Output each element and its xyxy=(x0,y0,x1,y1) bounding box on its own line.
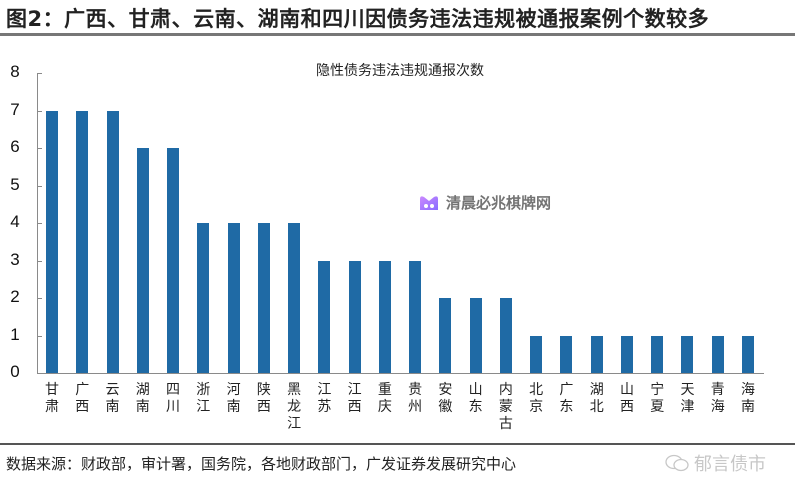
bar xyxy=(742,335,754,373)
x-axis xyxy=(37,373,764,374)
bar xyxy=(620,335,633,373)
bottom-divider xyxy=(0,443,795,445)
x-tick-label: 黑龙江 xyxy=(287,382,302,432)
bar xyxy=(76,110,89,373)
y-tick-mark xyxy=(37,223,42,224)
y-tick-label: 3 xyxy=(10,249,20,269)
bar xyxy=(469,298,482,373)
y-tick-label: 2 xyxy=(10,287,20,306)
y-tick-mark xyxy=(37,73,42,74)
x-tick-label: 浙江 xyxy=(196,382,211,415)
watermark-center-text: 清晨必兆棋牌网 xyxy=(446,194,552,212)
bar xyxy=(560,335,573,373)
x-tick-label: 湖北 xyxy=(589,382,604,415)
source-note: 数据来源：财政部，审计署，国务院，各地财政部门，广发证券发展研究中心 xyxy=(6,455,517,473)
x-tick-label: 广西 xyxy=(75,382,90,415)
bar xyxy=(106,110,119,373)
y-tick-label: 8 xyxy=(10,62,20,81)
y-tick-mark xyxy=(37,185,42,187)
y-tick-label: 1 xyxy=(10,324,20,344)
x-tick-label: 广东 xyxy=(559,382,574,415)
y-tick-label: 4 xyxy=(10,212,20,231)
x-tick-label: 甘肃 xyxy=(45,382,59,415)
x-tick-label: 安徽 xyxy=(438,382,453,415)
chart-title: 隐性债务违法违规通报次数 xyxy=(316,63,484,79)
y-tick-label: 5 xyxy=(10,174,20,194)
y-tick-mark xyxy=(37,298,42,299)
watermark-bottom-right: 郁言债市 xyxy=(664,450,766,476)
x-tick-label: 陕西 xyxy=(256,382,271,415)
x-tick-label: 内蒙古 xyxy=(498,382,513,432)
y-tick-mark xyxy=(37,335,42,337)
x-tick-label: 山西 xyxy=(619,382,634,415)
bar xyxy=(590,335,603,373)
bar xyxy=(288,223,301,373)
bar xyxy=(530,335,543,373)
bar xyxy=(227,223,240,373)
bar xyxy=(348,260,361,373)
x-tick-label: 海南 xyxy=(741,382,755,415)
bar xyxy=(197,223,210,373)
bar xyxy=(409,260,422,373)
x-tick-label: 贵州 xyxy=(408,382,423,415)
bar xyxy=(651,335,664,373)
bar xyxy=(439,298,452,373)
x-tick-label: 北京 xyxy=(529,382,544,415)
y-tick-mark xyxy=(37,110,42,112)
bar xyxy=(167,148,180,373)
x-tick-label: 重庆 xyxy=(377,382,392,415)
y-tick-label: 6 xyxy=(10,137,20,156)
game-logo-icon xyxy=(420,195,438,210)
bar xyxy=(257,223,270,373)
y-tick-mark xyxy=(37,373,42,374)
x-tick-label: 江苏 xyxy=(317,382,332,415)
wechat-icon xyxy=(665,454,689,472)
bar xyxy=(378,260,391,373)
top-divider xyxy=(0,33,795,36)
x-tick-label: 山东 xyxy=(468,382,483,415)
bar xyxy=(46,110,58,373)
figure-title: 图2：广西、甘肃、云南、湖南和四川因债务违法违规被通报案例个数较多 xyxy=(6,7,710,31)
bar xyxy=(499,298,512,373)
x-tick-label: 云南 xyxy=(105,382,120,415)
watermark-center: 清晨必兆棋牌网 xyxy=(418,192,551,213)
y-tick-mark xyxy=(37,260,42,262)
x-tick-label: 青海 xyxy=(710,382,725,415)
x-tick-label: 四川 xyxy=(166,382,181,415)
y-tick-mark xyxy=(37,148,42,149)
bar xyxy=(318,260,331,373)
bar xyxy=(136,148,149,373)
x-tick-label: 宁夏 xyxy=(650,382,665,415)
bar xyxy=(681,335,694,373)
watermark-bottom-right-text: 郁言债市 xyxy=(694,454,766,475)
x-tick-label: 湖南 xyxy=(135,382,150,415)
y-tick-label: 7 xyxy=(10,99,20,119)
x-tick-label: 河南 xyxy=(226,382,241,415)
x-tick-label: 江西 xyxy=(347,382,362,415)
y-tick-label: 0 xyxy=(10,362,20,381)
x-tick-label: 天津 xyxy=(680,382,695,415)
bar xyxy=(711,335,724,373)
